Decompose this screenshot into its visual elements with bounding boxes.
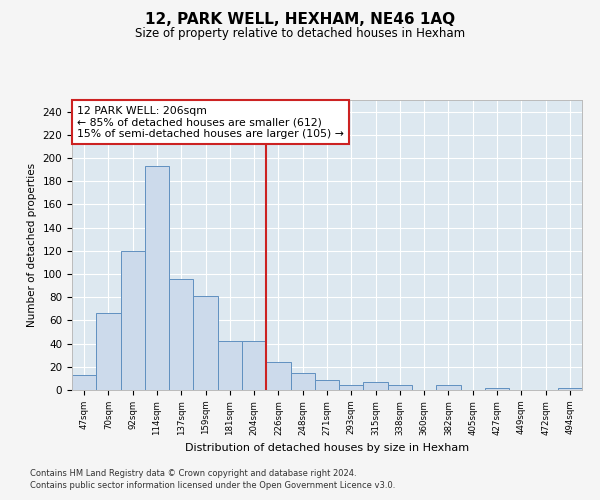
Bar [193, 296, 218, 390]
Bar [145, 166, 169, 390]
Bar [242, 342, 266, 390]
Text: Contains HM Land Registry data © Crown copyright and database right 2024.: Contains HM Land Registry data © Crown c… [30, 468, 356, 477]
Bar [218, 342, 242, 390]
Text: 12, PARK WELL, HEXHAM, NE46 1AQ: 12, PARK WELL, HEXHAM, NE46 1AQ [145, 12, 455, 28]
Text: 12 PARK WELL: 206sqm
← 85% of detached houses are smaller (612)
15% of semi-deta: 12 PARK WELL: 206sqm ← 85% of detached h… [77, 106, 344, 139]
Bar [290, 372, 315, 390]
X-axis label: Distribution of detached houses by size in Hexham: Distribution of detached houses by size … [185, 443, 469, 453]
Bar [121, 251, 145, 390]
Text: Contains public sector information licensed under the Open Government Licence v3: Contains public sector information licen… [30, 481, 395, 490]
Bar [485, 388, 509, 390]
Bar [96, 314, 121, 390]
Bar [169, 278, 193, 390]
Bar [558, 388, 582, 390]
Bar [315, 380, 339, 390]
Bar [339, 386, 364, 390]
Bar [436, 386, 461, 390]
Text: Size of property relative to detached houses in Hexham: Size of property relative to detached ho… [135, 28, 465, 40]
Bar [364, 382, 388, 390]
Y-axis label: Number of detached properties: Number of detached properties [27, 163, 37, 327]
Bar [72, 375, 96, 390]
Bar [266, 362, 290, 390]
Bar [388, 386, 412, 390]
